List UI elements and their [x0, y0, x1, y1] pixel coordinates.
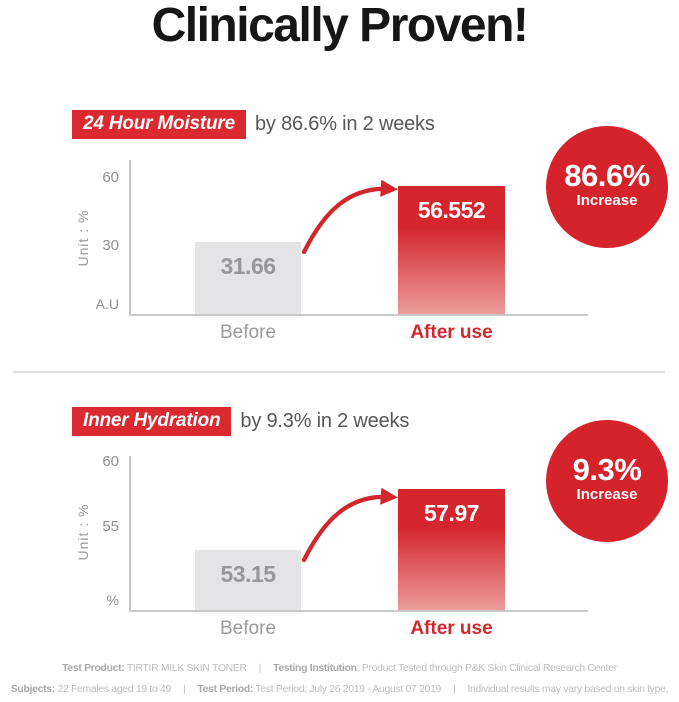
footer-text: Individual results may vary based on ski…: [467, 684, 669, 695]
footer-label: Subjects:: [10, 684, 55, 695]
hydration-subtitle: by 9.3% in 2 weeks: [240, 410, 410, 432]
after-value: 56.552: [417, 196, 486, 223]
footer-separator: |: [183, 684, 186, 695]
baseline-unit-label: A.U: [95, 296, 119, 312]
moisture-subtitle: by 86.6% in 2 weeks: [255, 113, 435, 135]
increase-arrow-icon: [301, 179, 398, 255]
after-value: 57.97: [423, 499, 480, 526]
after-use-label: After use: [410, 322, 493, 343]
increase-percent: 9.3%: [572, 452, 642, 487]
after-bar: 56.552: [398, 185, 505, 314]
before-value: 31.66: [220, 253, 276, 280]
moisture-plot-area: 60 30 A.U 31.66 56.552 Before After use: [96, 160, 588, 343]
metric-badge-hydration: Inner Hydration: [72, 407, 232, 436]
hydration-plot-area: 60 55 % 53.15 57.97 Before After use: [102, 453, 588, 639]
increase-word: Increase: [576, 192, 638, 209]
footer-text: Test Period: July 26 2019 - August 07 20…: [253, 684, 442, 695]
metric-badge-moisture: 24 Hour Moisture: [72, 110, 246, 139]
footer-separator: |: [453, 684, 456, 695]
after-use-label: After use: [410, 618, 493, 639]
footer-label: Testing Institution: [273, 663, 357, 674]
footer-text: : Product Tested through P&K Skin Clinic…: [356, 663, 618, 674]
after-bar: 57.97: [398, 488, 505, 610]
before-value: 53.15: [220, 561, 276, 588]
footer-line-1: Test Product: TIRTIR MILK SKIN TONER | Tes…: [0, 661, 679, 676]
footer-disclaimer: Test Product: TIRTIR MILK SKIN TONER | Tes…: [0, 661, 679, 702]
y-axis-title: Unit : %: [75, 503, 91, 561]
increase-word: Increase: [576, 486, 638, 503]
increase-arrow-icon: [301, 487, 398, 563]
footer-label: Test Period:: [197, 684, 254, 695]
before-label: Before: [220, 322, 276, 343]
y-tick-60: 60: [102, 169, 119, 187]
before-bar: 31.66: [195, 242, 301, 314]
increase-badge-moisture: 86.6% Increase: [546, 126, 668, 248]
increase-badge-hydration: 9.3% Increase: [546, 420, 668, 542]
hydration-section-header: Inner Hydration by 9.3% in 2 weeks: [72, 407, 409, 436]
moisture-section-header: 24 Hour Moisture by 86.6% in 2 weeks: [72, 110, 435, 139]
footer-separator: |: [258, 663, 262, 674]
y-tick-55: 55: [102, 517, 119, 535]
page-title: Clinically Proven!: [151, 0, 529, 52]
footer-line-2: Subjects: 22 Females aged 19 to 49 | Test …: [0, 682, 679, 697]
y-axis-title: Unit : %: [75, 209, 91, 267]
before-label: Before: [220, 618, 276, 639]
y-tick-30: 30: [102, 237, 119, 255]
footer-text: TIRTIR MILK SKIN TONER: [124, 663, 247, 674]
y-tick-60: 60: [102, 453, 119, 471]
baseline-unit-label: %: [106, 592, 119, 608]
section-divider: [13, 371, 665, 373]
before-bar: 53.15: [195, 550, 301, 610]
increase-percent: 86.6%: [564, 158, 650, 193]
footer-label: Test Product:: [62, 663, 125, 674]
footer-text: 22 Females aged 19 to 49: [54, 684, 171, 695]
